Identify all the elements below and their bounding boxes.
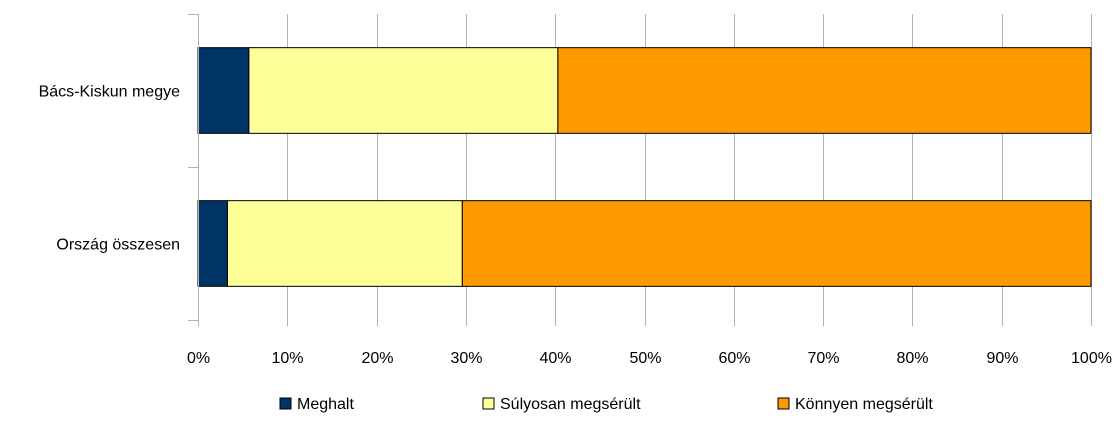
category-label: Ország összesen — [56, 237, 180, 254]
legend: Meghalt Súlyosan megsérült Könnyen megsérü… — [279, 396, 933, 413]
legend-label: Súlyosan megsérült — [500, 396, 641, 413]
bar-segment-sulyosan — [248, 47, 559, 134]
legend-swatch — [482, 397, 495, 410]
legend-swatch — [777, 397, 790, 410]
legend-label: Meghalt — [297, 396, 354, 413]
legend-label: Könnyen megsérült — [795, 396, 933, 413]
bar-segment-sulyosan — [226, 200, 463, 287]
legend-swatch — [279, 397, 292, 410]
labels: 0% 10% 20% 30% 40% 50% 60% 70% 80% 90% 100% Bács-Ki… — [39, 84, 1112, 368]
x-tick-label: 20% — [361, 350, 393, 367]
x-tick-label: 60% — [718, 350, 750, 367]
bar-segment-konnyen — [557, 47, 1092, 134]
bar-segment-meghalt — [197, 47, 250, 134]
x-tick-label: 70% — [807, 350, 839, 367]
x-tick-label: 100% — [1071, 350, 1112, 367]
x-tick-label: 40% — [539, 350, 571, 367]
category-label: Bács-Kiskun megye — [39, 84, 180, 101]
x-tick-label: 90% — [986, 350, 1018, 367]
x-tick-label: 80% — [896, 350, 928, 367]
x-tick-label: 50% — [629, 350, 661, 367]
x-tick-label: 30% — [450, 350, 482, 367]
x-tick-label: 10% — [271, 350, 303, 367]
bar-segment-konnyen — [461, 200, 1092, 287]
axes — [188, 14, 1092, 326]
bars — [197, 47, 1092, 287]
x-tick-label: 0% — [187, 350, 210, 367]
bar-segment-meghalt — [197, 200, 228, 287]
